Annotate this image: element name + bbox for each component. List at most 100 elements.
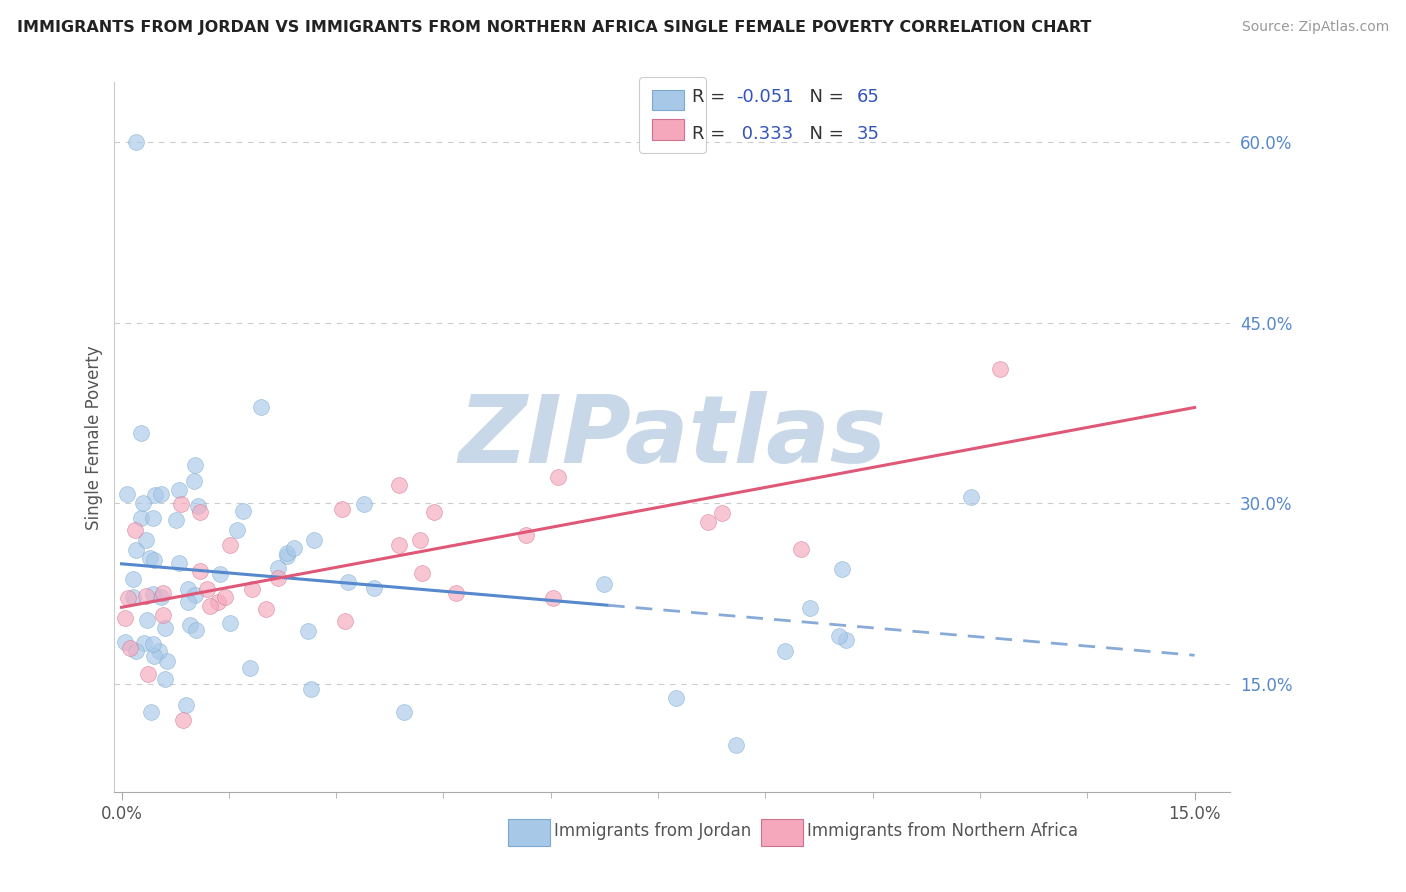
Point — [121, 572, 143, 586]
Text: -0.051: -0.051 — [737, 88, 794, 106]
Point — [124, 523, 146, 537]
Point — [515, 528, 537, 542]
Point — [153, 672, 176, 686]
Point — [283, 541, 305, 555]
Point — [131, 425, 153, 440]
Point — [142, 511, 165, 525]
Point — [444, 586, 467, 600]
Point — [336, 574, 359, 589]
Point — [125, 542, 148, 557]
Point — [179, 618, 201, 632]
Point — [132, 636, 155, 650]
Point — [219, 539, 242, 553]
Point — [165, 513, 187, 527]
Point — [302, 533, 325, 547]
Point — [152, 607, 174, 622]
Point — [835, 633, 858, 648]
Point — [547, 469, 569, 483]
Point — [276, 549, 298, 563]
Point — [150, 591, 173, 605]
Point — [254, 601, 277, 615]
Text: 65: 65 — [856, 88, 880, 106]
Point — [363, 581, 385, 595]
Point — [172, 713, 194, 727]
Point — [132, 496, 155, 510]
Point — [299, 681, 322, 696]
Text: 0.333: 0.333 — [737, 125, 793, 143]
Y-axis label: Single Female Poverty: Single Female Poverty — [86, 345, 103, 530]
Point — [392, 705, 415, 719]
Point — [114, 611, 136, 625]
Point — [183, 474, 205, 488]
Point — [149, 487, 172, 501]
Point — [267, 561, 290, 575]
Point — [408, 533, 430, 547]
Point — [156, 653, 179, 667]
Point — [725, 738, 748, 752]
Point — [219, 615, 242, 630]
Point — [333, 614, 356, 628]
Point — [136, 667, 159, 681]
Point — [188, 564, 211, 578]
Text: N =: N = — [797, 125, 849, 143]
Point — [125, 136, 148, 150]
Point — [114, 635, 136, 649]
Point — [592, 576, 614, 591]
Point — [167, 483, 190, 498]
Point — [198, 599, 221, 613]
Point — [773, 644, 796, 658]
Text: N =: N = — [797, 88, 849, 106]
Point — [142, 553, 165, 567]
Point — [135, 533, 157, 548]
Point — [152, 586, 174, 600]
Point — [139, 705, 162, 719]
Point — [118, 641, 141, 656]
Text: IMMIGRANTS FROM JORDAN VS IMMIGRANTS FROM NORTHERN AFRICA SINGLE FEMALE POVERTY : IMMIGRANTS FROM JORDAN VS IMMIGRANTS FRO… — [17, 20, 1091, 35]
Text: R =: R = — [692, 88, 731, 106]
Point — [153, 621, 176, 635]
Point — [214, 590, 236, 604]
Point — [125, 644, 148, 658]
Point — [665, 690, 688, 705]
Point — [167, 556, 190, 570]
Point — [184, 588, 207, 602]
Point — [188, 505, 211, 519]
Point — [135, 590, 157, 604]
Text: R =: R = — [692, 125, 731, 143]
Point — [142, 636, 165, 650]
Point — [790, 541, 813, 556]
Point — [176, 582, 198, 597]
Point — [176, 595, 198, 609]
Text: Source: ZipAtlas.com: Source: ZipAtlas.com — [1241, 20, 1389, 34]
Point — [239, 661, 262, 675]
Point — [129, 511, 152, 525]
Point — [207, 595, 229, 609]
Point — [240, 582, 263, 596]
Point — [122, 590, 145, 604]
Legend: , : , — [638, 77, 706, 153]
Point — [174, 698, 197, 712]
Point — [330, 502, 353, 516]
Point — [170, 497, 193, 511]
Point — [297, 624, 319, 638]
Point — [117, 591, 139, 606]
Point — [827, 629, 849, 643]
Text: Immigrants from Jordan: Immigrants from Jordan — [554, 822, 751, 840]
Point — [250, 400, 273, 414]
Point — [541, 591, 564, 606]
Point — [799, 601, 821, 615]
Text: Immigrants from Northern Africa: Immigrants from Northern Africa — [807, 822, 1078, 840]
Point — [388, 478, 411, 492]
Point — [225, 523, 247, 537]
Point — [423, 505, 446, 519]
Point — [136, 613, 159, 627]
Point — [711, 506, 734, 520]
Point — [388, 538, 411, 552]
Point — [195, 582, 218, 597]
Point — [115, 487, 138, 501]
Point — [276, 545, 298, 559]
Point — [267, 571, 290, 585]
Point — [232, 504, 254, 518]
Point — [142, 587, 165, 601]
Point — [143, 648, 166, 663]
